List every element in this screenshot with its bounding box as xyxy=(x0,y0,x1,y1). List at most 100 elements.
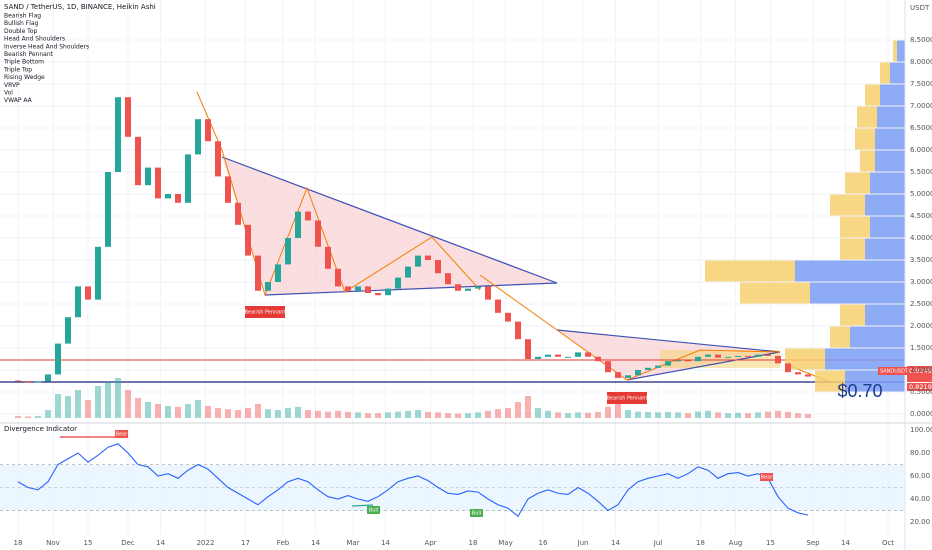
volume-bar xyxy=(245,408,251,418)
label-box xyxy=(760,473,773,481)
candle xyxy=(585,352,591,357)
candle xyxy=(535,356,541,359)
chart-title: SAND / TetherUS, 1D, BINANCE, Heikin Ash… xyxy=(4,3,156,11)
volume-bar xyxy=(675,412,681,418)
profile-up xyxy=(897,40,905,62)
volume-bar xyxy=(25,416,31,418)
y-tick-label: 60.00 xyxy=(910,472,930,480)
volume-bar xyxy=(655,412,661,418)
volume-bar xyxy=(205,406,211,418)
candle xyxy=(365,286,371,293)
candle xyxy=(305,211,311,221)
x-tick-label: 18 xyxy=(696,539,705,547)
candle xyxy=(405,266,411,278)
volume-bar xyxy=(85,400,91,418)
indicator-name: Triple Bottom xyxy=(3,59,44,66)
profile-down xyxy=(893,40,897,62)
y-tick-label: 5.5000 xyxy=(910,168,932,176)
candle xyxy=(725,356,731,358)
x-tick-label: Jun xyxy=(577,539,589,547)
volume-bar xyxy=(465,413,471,418)
profile-up xyxy=(890,62,905,84)
volume-bar xyxy=(195,400,201,418)
candle xyxy=(225,176,231,203)
profile-up xyxy=(850,326,905,348)
candle xyxy=(555,354,561,357)
candle xyxy=(685,360,691,362)
profile-down xyxy=(830,326,850,348)
label-box xyxy=(607,392,647,404)
candle xyxy=(105,172,111,247)
volume-bar xyxy=(535,408,541,418)
candle xyxy=(375,293,381,296)
candle xyxy=(695,356,701,362)
volume-bar xyxy=(425,412,431,418)
trendline xyxy=(221,156,558,284)
candle xyxy=(605,361,611,373)
x-tick-label: Feb xyxy=(277,539,290,547)
candle xyxy=(655,365,661,368)
volume-bar xyxy=(65,396,71,418)
currency: USDT xyxy=(910,4,930,12)
volume-bar xyxy=(435,412,441,418)
candle xyxy=(665,361,671,366)
profile-down xyxy=(705,260,795,282)
volume-bar xyxy=(315,410,321,418)
candle xyxy=(295,211,301,238)
candle xyxy=(325,246,331,269)
profile-down xyxy=(740,282,810,304)
y-tick-label: 20.00 xyxy=(910,518,930,526)
indicator-name: Inverse Head And Shoulders xyxy=(4,43,89,50)
x-tick-label: Aug xyxy=(729,539,743,547)
volume-bar xyxy=(415,410,421,418)
volume-bar xyxy=(635,411,641,418)
candle xyxy=(765,354,771,356)
volume-bar xyxy=(755,412,761,418)
candle xyxy=(275,264,281,282)
candle xyxy=(505,312,511,322)
profile-up xyxy=(810,282,905,304)
x-tick-label: 18 xyxy=(14,539,23,547)
candle xyxy=(35,381,41,383)
volume-bar xyxy=(765,411,771,418)
volume-bar xyxy=(585,412,591,418)
trendline xyxy=(626,351,781,381)
y-tick-label: 100.00 xyxy=(910,426,932,434)
volume-bar xyxy=(145,402,151,418)
candle xyxy=(175,194,181,203)
candle xyxy=(85,286,91,300)
candle xyxy=(245,224,251,256)
candle xyxy=(625,375,631,378)
volume-bar xyxy=(45,410,51,418)
y-tick-label: 3.5000 xyxy=(910,256,932,264)
indicator-name: Bearish Flag xyxy=(4,13,41,20)
profile-down xyxy=(855,128,875,150)
profile-down xyxy=(845,172,870,194)
candle xyxy=(335,268,341,287)
profile-up xyxy=(865,304,905,326)
volume-bar xyxy=(345,412,351,418)
volume-bar xyxy=(265,409,271,418)
volume-bar xyxy=(525,396,531,418)
volume-bar xyxy=(125,390,131,418)
x-tick-label: Oct xyxy=(882,539,894,547)
candle xyxy=(595,356,601,362)
volume-bar xyxy=(305,410,311,418)
candle xyxy=(125,97,131,137)
volume-bar xyxy=(515,402,521,418)
volume-bar xyxy=(75,390,81,418)
candle xyxy=(315,220,321,247)
volume-bar xyxy=(455,413,461,418)
volume-bar xyxy=(735,412,741,418)
y-tick-label: 6.5000 xyxy=(910,124,932,132)
profile-up xyxy=(880,84,905,106)
profile-down xyxy=(865,84,880,106)
volume-bar xyxy=(795,413,801,418)
candle xyxy=(25,381,31,383)
profile-down xyxy=(840,238,865,260)
volume-bar xyxy=(475,412,481,418)
volume-bar xyxy=(35,416,41,418)
candle xyxy=(455,284,461,291)
